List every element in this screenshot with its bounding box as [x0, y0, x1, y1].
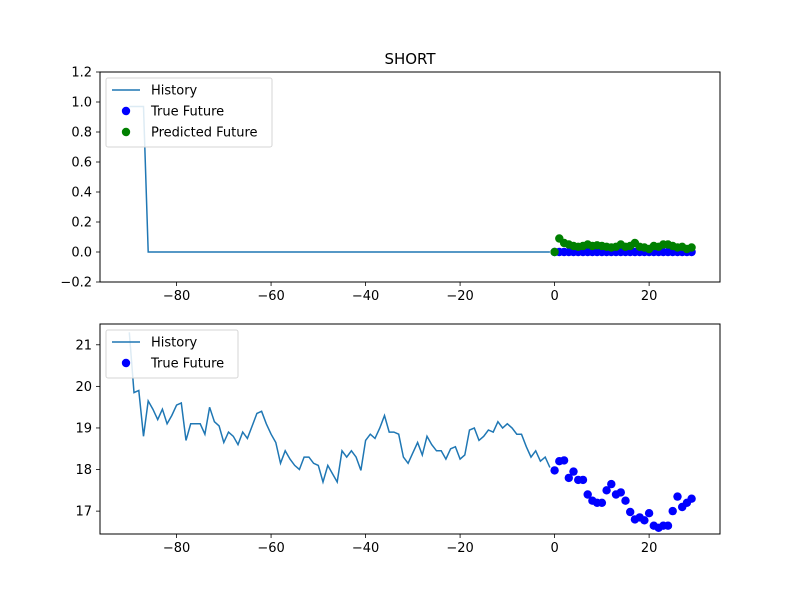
x-tick-label: −60: [257, 289, 284, 304]
legend-label: History: [151, 336, 198, 351]
x-axis: −80 −60 −40 −20 0 20: [163, 282, 658, 304]
series-predicted-future-point: [687, 243, 696, 252]
legend-dot-swatch: [121, 358, 131, 368]
legend-dot-swatch: [121, 106, 131, 116]
x-tick-label: −60: [257, 541, 284, 556]
series-true-future-point: [621, 496, 630, 505]
series-true-future-point: [564, 473, 573, 483]
series-true-future-point: [616, 488, 625, 497]
series-history-line: [129, 105, 550, 253]
y-tick-label: 0.4: [71, 186, 92, 201]
y-tick-label: 20: [75, 380, 92, 395]
x-tick-label: −40: [352, 541, 379, 556]
series-predicted-future-point: [550, 247, 559, 257]
x-tick-label: 0: [550, 289, 558, 304]
y-tick-label: 21: [75, 338, 92, 353]
x-tick-label: −20: [446, 289, 473, 304]
y-tick-label: −0.2: [60, 276, 92, 291]
series-history-line: [128, 332, 551, 485]
y-axis: 17 18 19 20 21: [75, 338, 100, 520]
series-true-future-point: [607, 479, 616, 489]
axes-frame: [99, 71, 721, 283]
series-true-future-point: [644, 509, 654, 518]
x-tick-label: −80: [163, 289, 190, 304]
y-tick-label: 17: [75, 505, 92, 520]
series-true-future-point: [583, 490, 592, 499]
y-tick-label: 0.8: [71, 126, 92, 141]
legend-label: True Future: [150, 357, 224, 372]
chart-temperature: −80 −60 −40 −20 0 20 17 18 19 20 21 History True F…: [75, 323, 721, 556]
series-true-future-point: [673, 492, 682, 501]
y-tick-label: 18: [75, 463, 92, 478]
legend-label: History: [151, 84, 198, 99]
legend-dot-swatch: [121, 127, 131, 137]
x-tick-label: −80: [163, 541, 190, 556]
x-axis: −80 −60 −40 −20 0 20: [163, 534, 658, 556]
y-tick-label: 0.0: [71, 246, 92, 261]
plot-area: [129, 105, 696, 257]
series-true-future-point: [569, 467, 578, 476]
chart-short: SHORT −80 −60 −40 −20 0 20 −0.2 0.0 0.2 0.4 0.6 0.…: [60, 50, 721, 304]
series-true-future-point: [578, 475, 588, 485]
y-tick-label: 0.2: [71, 216, 92, 231]
legend-box: [105, 77, 273, 148]
series-true-future-point: [550, 466, 559, 475]
series-true-future-point: [663, 521, 673, 530]
legend: History True Future: [105, 329, 239, 379]
x-tick-label: −40: [352, 289, 379, 304]
series-true-future-point: [559, 456, 569, 465]
x-tick-label: −20: [446, 541, 473, 556]
y-tick-label: 1.2: [71, 66, 92, 81]
series-true-future-point: [597, 498, 607, 507]
legend-label: Predicted Future: [151, 126, 258, 141]
y-tick-label: 0.6: [71, 156, 92, 171]
y-tick-label: 19: [75, 421, 92, 436]
legend: History True Future Predicted Future: [105, 77, 273, 148]
axes-frame: [99, 323, 721, 535]
x-tick-label: 20: [641, 289, 658, 304]
series-true-future-point: [640, 516, 649, 525]
x-tick-label: 0: [550, 541, 558, 556]
series-true-future-point: [687, 494, 696, 503]
series-true-future-point: [626, 507, 635, 517]
series-true-future-point: [668, 506, 677, 516]
chart-title: SHORT: [384, 50, 436, 68]
y-tick-label: 1.0: [71, 96, 92, 111]
series-true-future-point: [602, 486, 611, 495]
plot-area: [128, 332, 696, 532]
x-tick-label: 20: [641, 541, 658, 556]
legend-label: True Future: [150, 105, 224, 120]
y-axis: −0.2 0.0 0.2 0.4 0.6 0.8 1.0 1.2: [60, 66, 100, 291]
